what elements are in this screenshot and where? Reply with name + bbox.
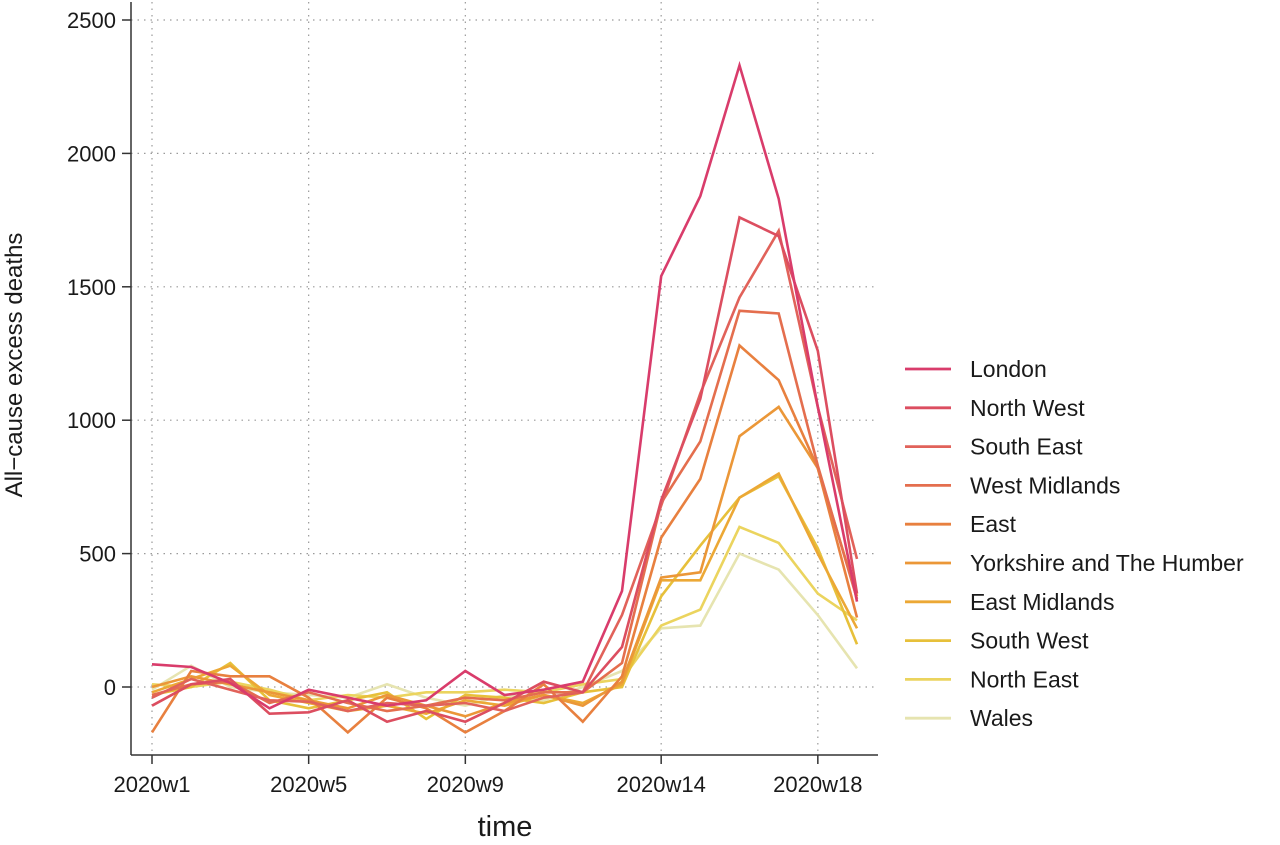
series-line-north-west: [151, 215, 859, 724]
ticks: 0 500 1000 1500 2000 2500 2020w1 2020w5 2020w9 20…: [67, 8, 862, 797]
x-tick-label: 2020w14: [617, 772, 706, 797]
legend-label-south-west: South West: [970, 628, 1089, 654]
x-tick-label: 2020w1: [113, 772, 190, 797]
y-tick-label: 2000: [67, 141, 116, 166]
legend-label-west-midlands: West Midlands: [970, 472, 1120, 498]
grid: [131, 2, 878, 755]
series: [150, 60, 859, 735]
series-line-south-east: [151, 227, 859, 713]
legend-label-yorkshire-and-the-humber: Yorkshire and The Humber: [970, 550, 1244, 576]
x-axis-title: time: [478, 811, 533, 843]
y-tick-label: 1500: [67, 275, 116, 300]
y-tick-label: 0: [104, 675, 116, 700]
x-tick-label: 2020w18: [773, 772, 862, 797]
y-axis-title: All−cause excess deaths: [1, 233, 28, 498]
legend: London North West South East West Midlands E…: [905, 356, 1244, 731]
series-line-west-midlands: [151, 309, 859, 713]
series-line-south-west: [151, 474, 859, 721]
axes: [130, 2, 878, 756]
y-tick-label: 2500: [67, 8, 116, 33]
legend-label-east: East: [970, 511, 1017, 537]
x-tick-label: 2020w5: [270, 772, 347, 797]
legend-label-north-west: North West: [970, 395, 1085, 421]
series-line-north-east: [151, 525, 858, 702]
series-line-london: [151, 60, 859, 710]
legend-label-east-midlands: East Midlands: [970, 589, 1114, 615]
legend-label-north-east: North East: [970, 666, 1079, 692]
x-tick-label: 2020w9: [427, 772, 504, 797]
legend-label-wales: Wales: [970, 705, 1033, 731]
legend-label-london: London: [970, 356, 1047, 382]
y-tick-label: 1000: [67, 408, 116, 433]
series-line-wales: [151, 551, 859, 708]
series-line-east: [150, 343, 859, 735]
y-tick-label: 500: [79, 542, 116, 567]
legend-label-south-east: South East: [970, 434, 1083, 460]
series-line-east-midlands: [151, 471, 859, 716]
series-line-yorkshire-and-the-humber: [151, 405, 859, 718]
